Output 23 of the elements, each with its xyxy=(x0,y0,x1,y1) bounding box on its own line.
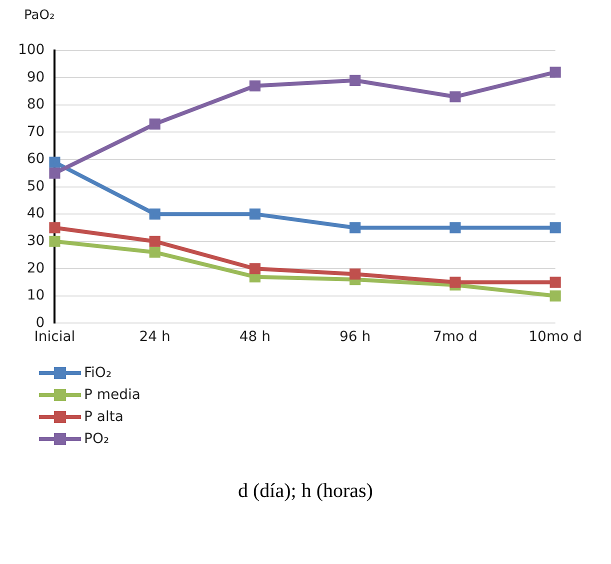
y-tick-label: 90 xyxy=(26,69,45,86)
legend-label: PO₂ xyxy=(84,431,110,447)
legend-label: P media xyxy=(84,387,140,403)
y-tick-label: 100 xyxy=(18,42,45,58)
y-tick-label: 50 xyxy=(26,178,45,194)
x-tick-label: Inicial xyxy=(34,329,76,346)
legend-label: FiO₂ xyxy=(84,365,112,381)
y-tick-label: 20 xyxy=(26,260,45,276)
y-tick-label: 70 xyxy=(26,124,45,140)
y-tick-label: 40 xyxy=(26,206,45,222)
legend-label: P alta xyxy=(84,409,124,425)
x-tick-label: 24 h xyxy=(139,329,170,346)
y-tick-label: 60 xyxy=(26,151,45,168)
y-tick-label: 0 xyxy=(36,314,45,331)
y-tick-label: 10 xyxy=(26,288,45,304)
y-axis-title: PaO₂ xyxy=(24,8,56,25)
y-tick-label: 80 xyxy=(26,96,45,113)
x-tick-label: 7mo d xyxy=(432,329,478,346)
x-tick-label: 48 h xyxy=(239,329,271,346)
text: d (día); h (horas) xyxy=(237,480,374,503)
y-tick-label: 30 xyxy=(26,233,45,249)
x-tick-label: 96 h xyxy=(340,329,371,346)
x-tick-label: 10mo d xyxy=(528,329,582,346)
